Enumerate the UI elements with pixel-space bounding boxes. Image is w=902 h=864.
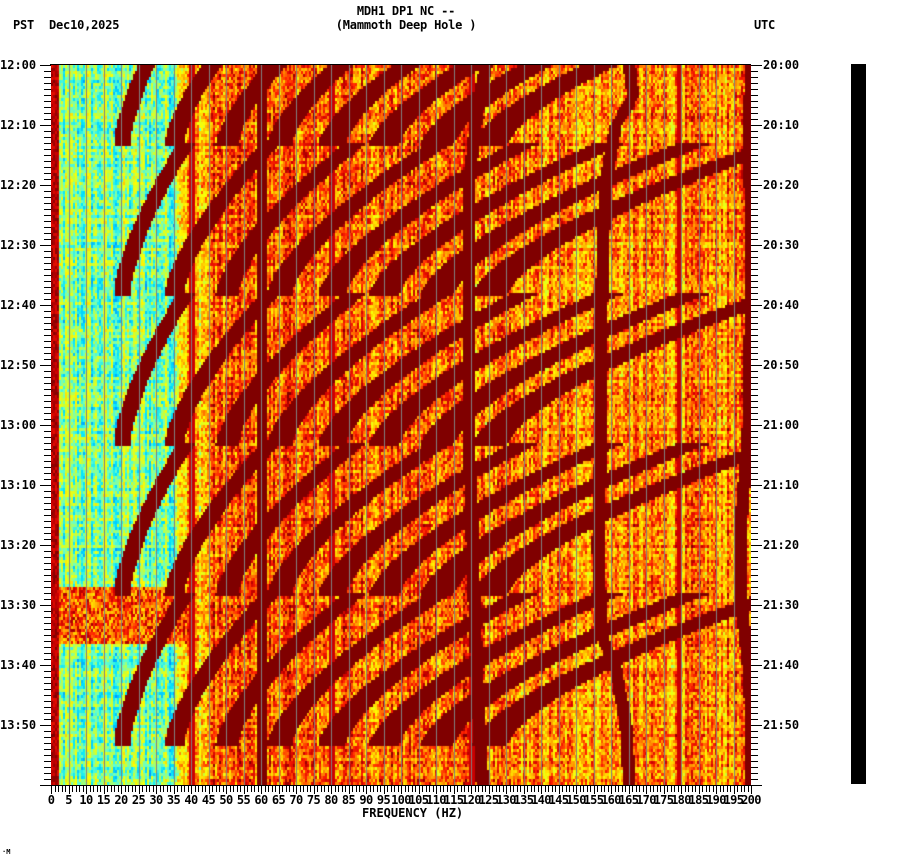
time-label-utc: 21:00 — [763, 418, 800, 432]
frequency-tick-label: 10 — [79, 793, 93, 807]
frequency-tick-label: 25 — [131, 793, 146, 807]
frequency-axis — [51, 785, 752, 794]
site-title: (Mammoth Deep Hole ) — [335, 18, 477, 32]
frequency-tick-label: 185 — [688, 793, 709, 807]
frequency-tick-label: 190 — [706, 793, 726, 807]
frequency-tick-label: 105 — [408, 793, 429, 807]
time-label-utc: 20:20 — [763, 178, 800, 192]
x-axis-label: FREQUENCY (HZ) — [362, 806, 464, 820]
frequency-tick-label: 165 — [618, 793, 639, 807]
frequency-tick-label: 35 — [166, 793, 181, 807]
left-timezone-label: PST — [13, 18, 35, 32]
frequency-tick-label: 125 — [478, 793, 499, 807]
date-label: Dec10,2025 — [49, 18, 120, 32]
right-timezone-label: UTC — [754, 18, 776, 32]
frequency-tick-label: 5 — [65, 793, 72, 807]
time-label-utc: 21:10 — [763, 478, 800, 492]
frequency-tick-label: 15 — [96, 793, 111, 807]
time-label-pst: 12:10 — [0, 118, 37, 132]
time-label-pst: 12:30 — [0, 238, 37, 252]
time-label-pst: 12:00 — [0, 58, 37, 72]
time-label-utc: 21:40 — [763, 658, 800, 672]
frequency-tick-label: 170 — [636, 793, 656, 807]
time-label-pst: 13:10 — [0, 478, 37, 492]
time-label-utc: 21:50 — [763, 718, 800, 732]
frequency-tick-label: 80 — [324, 793, 338, 807]
spectrogram-heatmap — [51, 65, 751, 785]
time-label-pst: 12:20 — [0, 178, 37, 192]
time-label-utc: 21:30 — [763, 598, 800, 612]
time-label-pst: 12:40 — [0, 298, 37, 312]
time-label-pst: 13:30 — [0, 598, 37, 612]
left-time-axis — [40, 65, 51, 786]
frequency-tick-label: 85 — [341, 793, 356, 807]
frequency-tick-label: 40 — [184, 793, 198, 807]
frequency-tick-label: 150 — [566, 793, 586, 807]
frequency-tick-label: 60 — [254, 793, 268, 807]
frequency-tick-label: 120 — [461, 793, 481, 807]
side-status-bar — [851, 64, 866, 784]
time-label-pst: 13:40 — [0, 658, 37, 672]
frequency-tick-label: 175 — [653, 793, 674, 807]
time-label-utc: 20:00 — [763, 58, 800, 72]
frequency-tick-label: 95 — [376, 793, 391, 807]
frequency-tick-label: 70 — [289, 793, 303, 807]
frequency-tick-label: 45 — [201, 793, 216, 807]
frequency-tick-label: 155 — [583, 793, 604, 807]
frequency-tick-label: 50 — [219, 793, 233, 807]
frequency-tick-label: 30 — [149, 793, 163, 807]
time-label-pst: 12:50 — [0, 358, 37, 372]
frequency-tick-label: 65 — [271, 793, 286, 807]
time-label-pst: 13:00 — [0, 418, 37, 432]
time-label-pst: 13:20 — [0, 538, 37, 552]
time-label-utc: 20:30 — [763, 238, 800, 252]
frequency-tick-label: 55 — [236, 793, 251, 807]
frequency-tick-label: 130 — [496, 793, 516, 807]
spectrogram-plot — [51, 65, 751, 785]
time-label-utc: 20:10 — [763, 118, 800, 132]
frequency-tick-label: 145 — [548, 793, 569, 807]
time-label-utc: 21:20 — [763, 538, 800, 552]
frequency-tick-label: 110 — [426, 793, 446, 807]
time-label-utc: 20:40 — [763, 298, 800, 312]
frequency-tick-label: 160 — [601, 793, 621, 807]
time-label-pst: 13:50 — [0, 718, 37, 732]
time-label-utc: 20:50 — [763, 358, 800, 372]
frequency-tick-label: 180 — [671, 793, 691, 807]
frequency-tick-label: 75 — [306, 793, 321, 807]
frequency-tick-label: 0 — [47, 793, 55, 807]
frequency-tick-label: 195 — [723, 793, 744, 807]
frequency-tick-label: 200 — [741, 793, 761, 807]
frequency-tick-label: 20 — [114, 793, 128, 807]
frequency-tick-label: 140 — [531, 793, 551, 807]
frequency-tick-label: 100 — [391, 793, 411, 807]
frequency-tick-label: 115 — [443, 793, 464, 807]
station-title: MDH1 DP1 NC -- — [356, 4, 456, 18]
footer-mark: ·M — [2, 848, 11, 856]
right-time-axis — [751, 65, 762, 786]
frequency-tick-label: 135 — [513, 793, 534, 807]
frequency-tick-label: 90 — [359, 793, 373, 807]
